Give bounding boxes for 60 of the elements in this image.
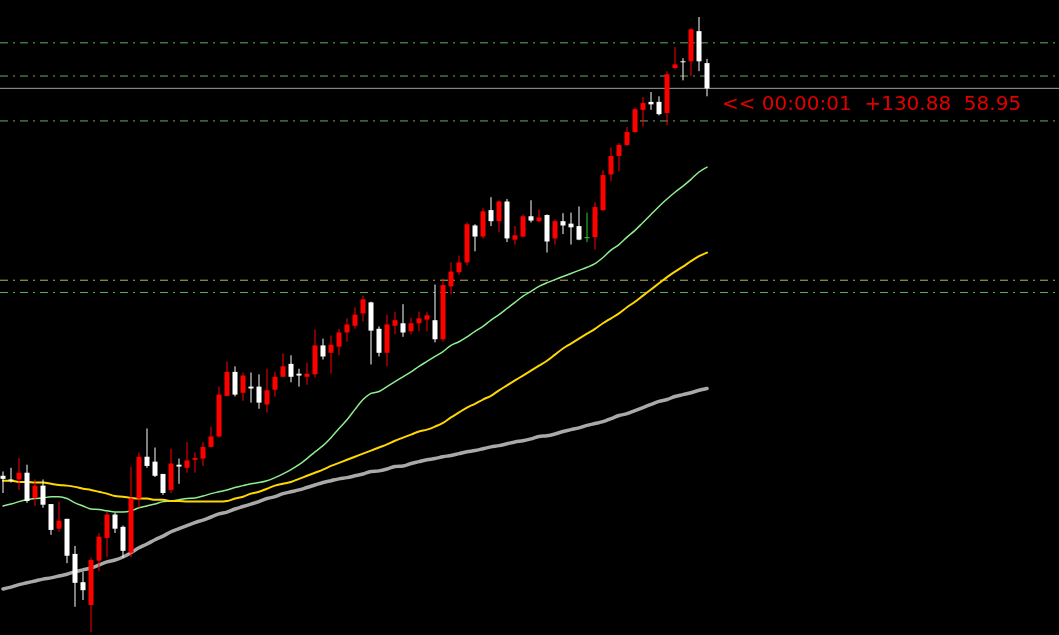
candlestick — [488, 196, 494, 227]
candlestick — [32, 478, 38, 507]
candlestick — [184, 441, 190, 474]
candlestick — [96, 532, 102, 572]
candlestick — [360, 295, 366, 322]
candlestick — [120, 525, 126, 559]
candlestick — [112, 512, 118, 534]
candlestick — [192, 451, 198, 474]
candlestick — [624, 126, 630, 147]
candlestick — [80, 571, 86, 601]
candlestick — [8, 467, 14, 484]
candlestick — [240, 371, 246, 402]
candlestick — [376, 325, 382, 357]
candlestick — [200, 441, 206, 467]
candlestick — [320, 338, 326, 361]
candlestick — [528, 199, 534, 223]
candlestick — [608, 146, 614, 182]
text: << 00:00:01 +130.88 58.95 — [722, 91, 1022, 116]
candlestick — [304, 362, 310, 386]
candlestick — [272, 371, 278, 397]
candlestick — [352, 306, 358, 330]
candlestick — [456, 255, 462, 276]
candlestick — [576, 205, 582, 241]
candlestick — [328, 335, 334, 375]
candlestick — [224, 360, 230, 397]
candlestick — [424, 311, 430, 332]
candlestick — [256, 373, 262, 410]
candlestick — [0, 470, 6, 494]
candlestick — [296, 368, 302, 388]
candlestick — [672, 46, 678, 70]
candlestick — [560, 212, 566, 235]
candlestick — [632, 106, 638, 134]
candlestick — [56, 501, 62, 533]
candlestick — [264, 368, 270, 413]
candlestick — [288, 354, 294, 383]
candlestick — [152, 447, 158, 478]
candlestick — [176, 458, 182, 485]
candlestick — [416, 311, 422, 332]
candlestick — [208, 426, 214, 448]
candlestick — [408, 317, 414, 335]
candlestick — [496, 199, 502, 233]
candlestick — [392, 311, 398, 335]
candlestick — [616, 142, 622, 172]
candlestick — [512, 225, 518, 246]
candlestick — [40, 478, 46, 509]
candlestick — [640, 96, 646, 127]
candlestick — [232, 365, 238, 397]
candlestick — [144, 427, 150, 469]
candlestick — [584, 212, 590, 243]
candlestick — [536, 208, 542, 223]
candlestick — [448, 261, 454, 295]
candlestick — [432, 284, 438, 343]
candlestick — [472, 223, 478, 252]
candlestick — [400, 303, 406, 338]
candlestick — [104, 511, 110, 558]
candlestick — [552, 218, 558, 246]
candlestick — [656, 95, 662, 116]
candlestick — [280, 352, 286, 378]
candlestick — [680, 57, 686, 81]
candlestick — [336, 328, 342, 356]
